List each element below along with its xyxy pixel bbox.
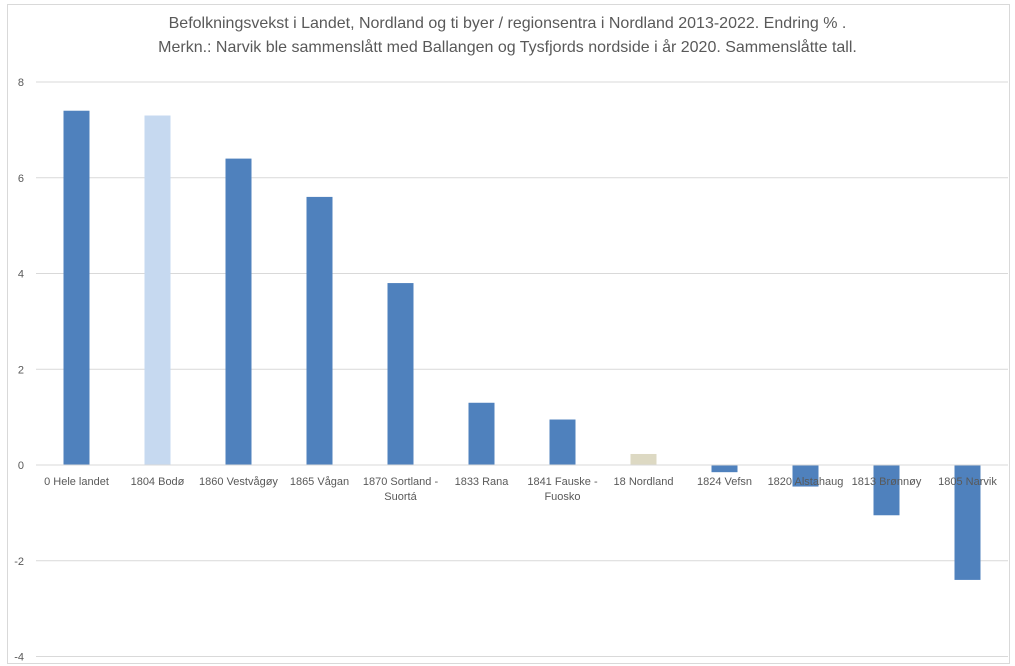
x-category-label: 1804 Bodø [131,476,185,488]
bars [63,110,981,580]
x-category-label: 1820 Alstahaug [768,476,844,488]
y-tick-label: 4 [18,269,24,281]
bar [225,158,252,465]
x-category-label: 1860 Vestvågøy [199,476,278,488]
y-axis-tick-labels: 8 6 4 2 0 -2 -4 [14,77,24,664]
bar [873,465,900,516]
bar [630,453,657,465]
y-tick-label: 6 [18,173,24,185]
bar [954,465,981,580]
y-tick-label: -2 [14,556,24,568]
bar [144,115,171,465]
chart-title: Befolkningsvekst i Landet, Nordland og t… [168,15,847,32]
x-category-label: Suortá [384,491,417,503]
chart-title-block: Befolkningsvekst i Landet, Nordland og t… [0,12,1015,60]
bar [63,110,90,465]
x-category-label: 1865 Vågan [290,476,349,488]
bar [792,465,819,487]
x-category-label: 18 Nordland [614,476,674,488]
y-tick-label: 0 [18,460,24,472]
x-category-label: 1833 Rana [455,476,510,488]
y-tick-label: -4 [14,652,24,664]
x-axis-category-labels: 0 Hele landet 1804 Bodø 1860 Vestvågøy 1865… [44,476,997,503]
x-category-label: 0 Hele landet [44,476,109,488]
bar [468,402,495,465]
x-category-label: 1841 Fauske - [527,476,598,488]
bar [387,283,414,465]
y-tick-label: 8 [18,77,24,89]
x-category-label: Fuosko [544,491,580,503]
grid-lines [36,81,1008,657]
bar [711,465,738,473]
x-category-label: 1824 Vefsn [697,476,752,488]
chart-frame [7,4,1010,664]
x-category-label: 1870 Sortland - [363,476,439,488]
bar [549,419,576,465]
bar [306,196,333,465]
x-category-label: 1813 Brønnøy [852,476,922,488]
chart-subtitle: Merkn.: Narvik ble sammenslått med Balla… [158,39,857,56]
y-tick-label: 2 [18,364,24,376]
x-category-label: 1805 Narvik [938,476,997,488]
